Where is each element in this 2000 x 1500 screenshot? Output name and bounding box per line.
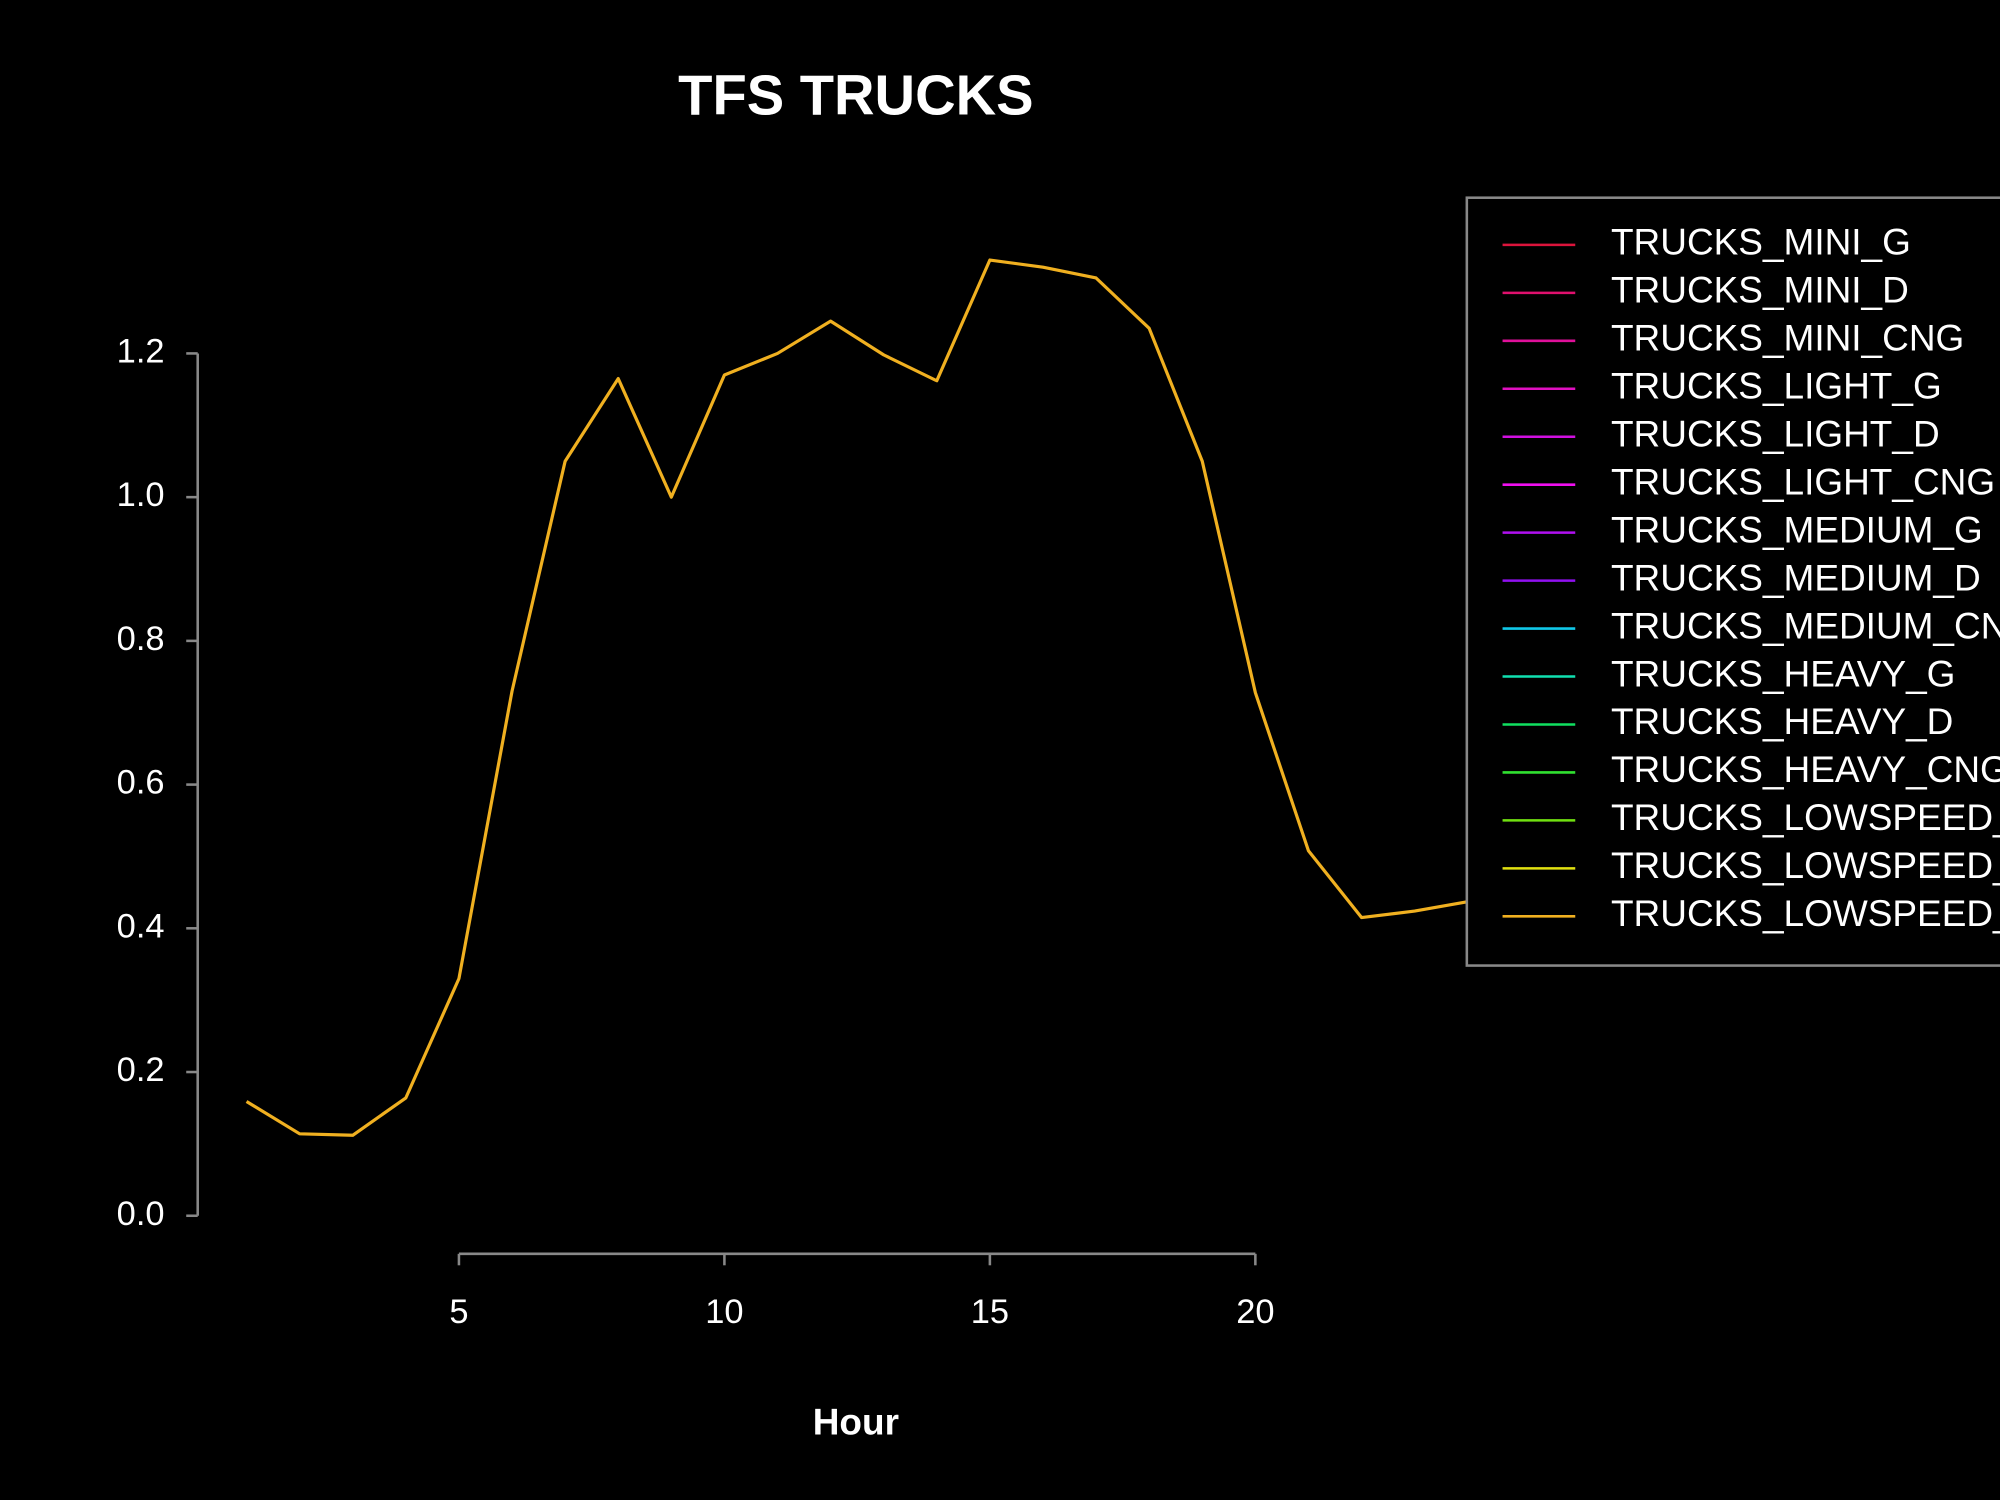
legend-label: TRUCKS_MINI_CNG xyxy=(1611,318,1964,359)
legend-label: TRUCKS_MEDIUM_G xyxy=(1611,509,1983,550)
data-line xyxy=(245,258,1469,1137)
y-tick-label: 1.0 xyxy=(117,476,165,514)
legend-label: TRUCKS_MEDIUM_CNG xyxy=(1611,605,2000,646)
x-tick-label: 10 xyxy=(705,1293,743,1331)
legend-label: TRUCKS_HEAVY_D xyxy=(1611,701,1953,742)
legend-label: TRUCKS_MINI_G xyxy=(1611,222,1911,263)
legend-label: TRUCKS_HEAVY_G xyxy=(1611,653,1955,694)
legend-label: TRUCKS_LOWSPEED_CNG xyxy=(1611,893,2000,934)
y-tick-label: 0.6 xyxy=(117,764,165,802)
y-tick-label: 1.2 xyxy=(117,333,165,371)
chart-title: TFS TRUCKS xyxy=(678,63,1033,126)
legend-label: TRUCKS_LIGHT_D xyxy=(1611,414,1940,455)
y-tick-label: 0.4 xyxy=(117,907,165,945)
y-tick-label: 0.2 xyxy=(117,1051,165,1089)
legend-label: TRUCKS_LOWSPEED_D xyxy=(1611,845,2000,886)
x-axis-label: Hour xyxy=(813,1402,899,1443)
y-tick-label: 0.0 xyxy=(117,1195,165,1233)
legend-label: TRUCKS_HEAVY_CNG xyxy=(1611,749,2000,790)
legend-label: TRUCKS_LIGHT_CNG xyxy=(1611,461,1995,502)
legend-label: TRUCKS_MEDIUM_D xyxy=(1611,557,1981,598)
legend-label: TRUCKS_MINI_D xyxy=(1611,270,1909,311)
legend-label: TRUCKS_LOWSPEED_G xyxy=(1611,797,2000,838)
x-tick-label: 20 xyxy=(1236,1293,1274,1331)
y-tick-label: 0.8 xyxy=(117,620,165,658)
legend-label: TRUCKS_LIGHT_G xyxy=(1611,366,1942,407)
x-tick-label: 15 xyxy=(971,1293,1009,1331)
x-tick-label: 5 xyxy=(449,1293,468,1331)
